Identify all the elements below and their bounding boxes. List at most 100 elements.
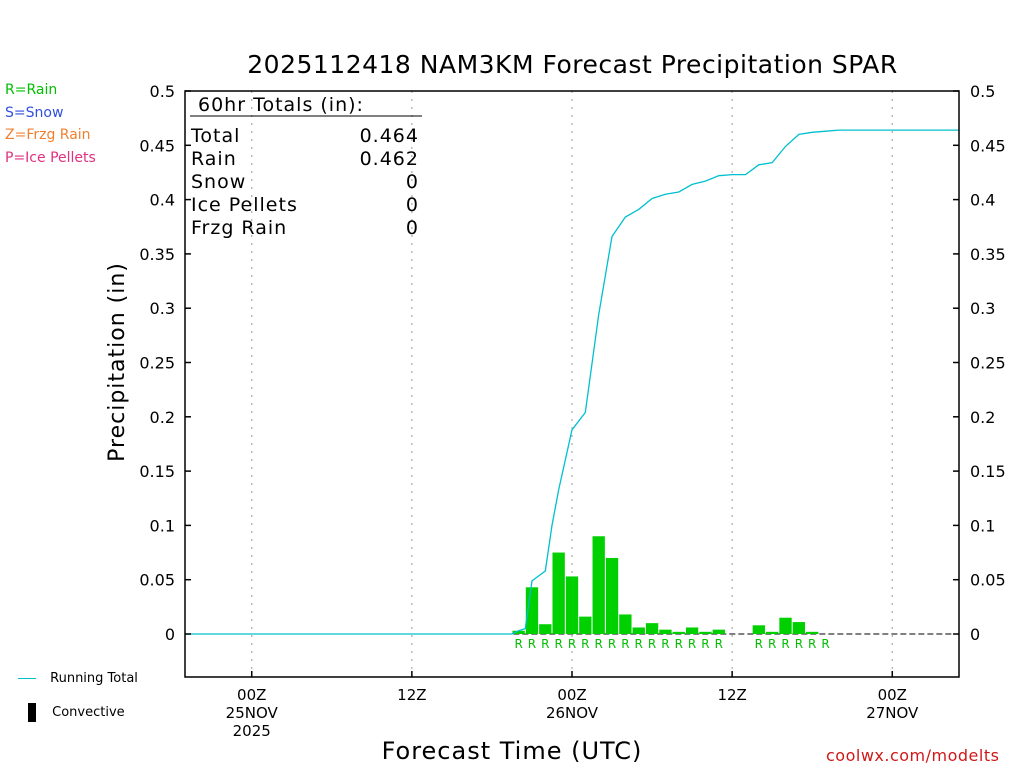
convective-bar-icon [28,703,36,722]
y-axis-left: 0 0.05 0.1 0.15 0.2 0.25 0.3 0.35 0.4 0.45 0.5 [139,82,191,644]
totals-row-label: Total [190,125,240,147]
rain-bar [605,557,619,634]
legend-rain: R=Rain [5,82,58,98]
bar-series [512,536,819,634]
convective-legend: Convective [28,703,125,722]
rain-bar [752,625,765,634]
rain-bar [699,631,712,634]
y-tick-label: 0.25 [139,354,175,373]
rain-marker: R [608,637,616,651]
rain-bar [712,629,725,634]
y-tick-label: 0.05 [139,571,175,590]
x-tick-label: 2025 [233,722,271,740]
totals-row-label: Snow [191,171,246,193]
rain-marker: R [568,637,576,651]
y-tick-label: 0.4 [970,191,995,210]
y-tick-label: 0.1 [150,516,175,535]
y-tick-label: 0.35 [139,245,175,264]
rain-marker: R [701,637,709,651]
rain-bar [552,552,565,634]
x-tick-label: 26NOV [546,704,599,722]
rain-bar [806,631,819,634]
rain-marker: R [514,637,522,651]
y-tick-label: 0.5 [150,82,175,101]
rain-bar [672,631,685,634]
running-total-line [185,129,959,635]
rain-bar [766,631,779,634]
y-tick-label: 0.2 [150,408,175,427]
rain-marker: R [541,637,549,651]
rain-bar [659,629,672,634]
totals-header: 60hr Totals (in): [198,94,364,116]
rain-marker: R [621,637,629,651]
rain-bar [779,617,792,634]
watermark: coolwx.com/modelts [826,746,1000,765]
x-tick-label: 27NOV [866,704,919,722]
y-tick-label: 0.4 [150,191,175,210]
y-tick-label: 0 [970,625,980,644]
x-tick-label: 00Z [237,686,266,704]
chart-title: 2025112418 NAM3KM Forecast Precipitation… [247,50,898,79]
y-tick-label: 0.45 [970,136,1006,155]
totals-row-label: Rain [191,148,237,170]
y-tick-label: 0.3 [150,299,175,318]
legend-snow: S=Snow [5,105,64,121]
x-tick-label: 00Z [557,686,586,704]
rain-bar [579,616,592,634]
rain-marker: R [715,637,723,651]
x-tick-label: 25NOV [226,704,279,722]
rain-bar [539,624,552,634]
rain-bar [512,630,525,634]
totals-row-label: Frzg Rain [191,217,287,239]
rain-marker: R [755,637,763,651]
y-tick-label: 0.5 [970,82,995,101]
y-tick-label: 0.1 [970,516,995,535]
totals-row-value: 0 [406,194,419,216]
running-total-label: Running Total [50,671,138,686]
y-tick-label: 0.15 [970,462,1006,481]
y-tick-label: 0 [165,625,175,644]
x-tick-label: 12Z [397,686,426,704]
rain-marker: R [595,637,603,651]
totals-row-value: 0.464 [360,125,419,147]
x-axis-label: Forecast Time (UTC) [382,737,643,765]
convective-label: Convective [52,705,125,720]
y-tick-label: 0.3 [970,299,995,318]
rain-marker: R [688,637,696,651]
running-total-line-icon [18,678,36,679]
totals-row-value: 0 [406,217,419,239]
rain-marker: R [795,637,803,651]
rain-marker: R [554,637,562,651]
running-total-series [185,129,959,635]
rain-marker: R [675,637,683,651]
y-tick-label: 0.25 [970,354,1006,373]
y-tick-label: 0.15 [139,462,175,481]
rain-bar [792,622,806,634]
totals-row-value: 0 [406,171,419,193]
y-tick-label: 0.05 [970,571,1006,590]
totals-box: 60hr Totals (in): Total 0.464 Rain 0.462 Snow… [190,94,422,239]
legend-frzg-rain: Z=Frzg Rain [5,127,91,143]
totals-row-value: 0.462 [360,148,419,170]
rain-bar [619,614,632,634]
rain-marker: R [808,637,816,651]
legend-ice-pellets: P=Ice Pellets [5,150,96,166]
y-axis-right: 0 0.05 0.1 0.15 0.2 0.25 0.3 0.35 0.4 0.45 0.5 [953,82,1006,644]
totals-row-label: Ice Pellets [191,194,298,216]
rain-bar [632,627,645,634]
rain-marker: R [661,637,669,651]
rain-bar [645,623,659,634]
rain-marker: R [581,637,589,651]
rain-marker: R [648,637,656,651]
rain-marker: R [635,637,643,651]
rain-marker: R [768,637,776,651]
rain-marker: R [821,637,829,651]
rain-bar [565,576,579,634]
rain-marker: R [528,637,536,651]
rain-marker: R [781,637,789,651]
y-tick-label: 0.35 [970,245,1006,264]
rain-bar [592,536,605,634]
running-total-legend: Running Total [18,671,138,686]
